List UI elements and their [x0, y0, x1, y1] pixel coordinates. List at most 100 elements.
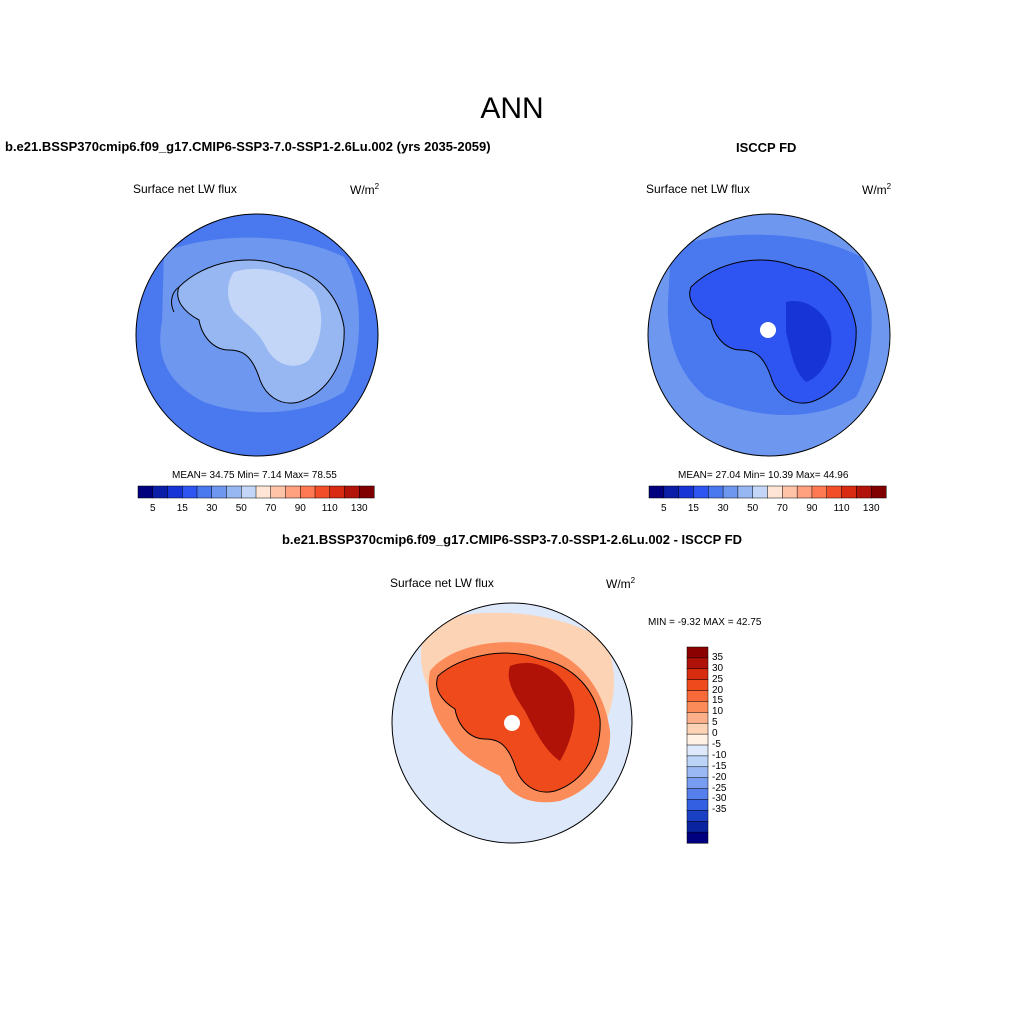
diff-colorbar-box — [686, 810, 709, 822]
obs-colorbar-tick-label: 110 — [833, 503, 850, 514]
obs-colorbar-box — [841, 485, 857, 499]
obs-colorbar-box — [752, 485, 769, 499]
diff-colorbar-box — [686, 679, 709, 692]
diff-variable-label: Surface net LW flux — [390, 576, 494, 590]
obs-units-label: W/m2 — [862, 182, 892, 197]
diff-coastline — [436, 652, 601, 793]
obs-colorbar-box — [767, 485, 783, 499]
obs-colorbar-box — [811, 485, 828, 499]
model-colorbar-box — [359, 485, 375, 499]
obs-stats: MEAN= 27.04 Min= 10.39 Max= 44.96 — [678, 470, 849, 481]
model-colorbar-box — [329, 485, 346, 499]
diff-colorbar-box — [686, 701, 709, 713]
model-colorbar-box — [211, 485, 228, 499]
obs-variable-label: Surface net LW flux — [646, 182, 750, 196]
diff-colorbar-box — [686, 799, 709, 811]
obs-colorbar-box — [870, 485, 887, 499]
diff-colorbar-tick-label: -5 — [712, 739, 721, 750]
model-colorbar — [137, 485, 375, 499]
diff-colorbar-tick-label: 35 — [712, 651, 724, 663]
model-colorbar-box — [344, 485, 360, 499]
obs-colorbar-box — [737, 485, 754, 499]
obs-colorbar-tick-label: 90 — [806, 503, 818, 514]
obs-colorbar-tick-label: 130 — [862, 503, 880, 514]
diff-colorbar-box — [686, 733, 709, 746]
diff-colorbar-tick-label: -25 — [712, 782, 727, 794]
diff-colorbar-box — [686, 722, 709, 735]
diff-colorbar-tick-label: 15 — [712, 695, 724, 707]
obs-colorbar-box — [722, 485, 739, 499]
model-units-label: W/m2 — [350, 182, 380, 197]
diff-colorbar-box — [686, 744, 709, 757]
obs-pole-mask — [760, 322, 776, 338]
diff-colorbar-tick-label: 25 — [712, 673, 724, 685]
model-variable-label: Surface net LW flux — [133, 182, 237, 196]
obs-colorbar-tick-label: 15 — [687, 503, 699, 514]
obs-colorbar-tick-label: 30 — [717, 503, 729, 514]
model-colorbar-tick-label: 30 — [206, 503, 218, 514]
obs-colorbar-box — [693, 485, 709, 499]
model-colorbar-tick-label: 70 — [265, 503, 277, 514]
model-colorbar-tick-label: 15 — [176, 503, 188, 514]
diff-colorbar-box — [686, 668, 709, 681]
diff-colorbar-box — [686, 712, 709, 724]
diff-colorbar-box — [686, 788, 709, 800]
diff-colorbar-box — [686, 657, 709, 670]
diff-colorbar-box — [686, 766, 709, 779]
obs-colorbar-box — [648, 485, 665, 499]
model-colorbar-tick-label: 90 — [294, 503, 306, 514]
diff-colorbar-box — [686, 831, 709, 844]
diff-colorbar-tick-label: 20 — [712, 684, 724, 696]
diff-colorbar — [686, 646, 709, 844]
model-map — [135, 213, 379, 457]
model-colorbar-box — [300, 485, 316, 499]
model-colorbar-tick-label: 50 — [235, 503, 247, 514]
model-colorbar-box — [152, 485, 169, 499]
diff-units-label: W/m2 — [606, 576, 636, 591]
diff-pole-mask — [504, 715, 520, 731]
model-colorbar-box — [241, 485, 257, 499]
diff-colorbar-tick-label: -20 — [712, 771, 727, 783]
model-colorbar-box — [285, 485, 301, 499]
model-plateau — [228, 268, 322, 366]
diff-colorbar-tick-label: 5 — [712, 717, 718, 729]
obs-colorbar-box — [826, 485, 843, 499]
diff-colorbar-tick-label: 30 — [712, 662, 724, 674]
obs-land-2 — [786, 301, 832, 382]
obs-map — [647, 213, 891, 457]
main-title: ANN — [480, 92, 544, 125]
model-colorbar-box — [226, 485, 242, 499]
obs-colorbar — [648, 485, 887, 499]
obs-colorbar-box — [663, 485, 680, 499]
diff-map — [391, 602, 633, 844]
diff-colorbar-box — [686, 777, 709, 790]
diff-colorbar-tick-label: -10 — [712, 749, 727, 761]
model-colorbar-box — [314, 485, 331, 499]
model-colorbar-box — [270, 485, 287, 499]
model-stats: MEAN= 34.75 Min= 7.14 Max= 78.55 — [172, 470, 337, 481]
model-colorbar-tick-label: 5 — [149, 503, 156, 514]
model-panel-title: b.e21.BSSP370cmip6.f09_g17.CMIP6-SSP3-7.… — [5, 139, 491, 154]
diff-colorbar-box — [686, 690, 709, 702]
diff-colorbar-tick-label: -30 — [712, 793, 727, 805]
obs-colorbar-tick-label: 70 — [776, 503, 788, 514]
model-colorbar-box — [137, 485, 154, 499]
diff-stats: MIN = -9.32 MAX = 42.75 — [648, 617, 762, 628]
obs-coastline — [689, 259, 857, 404]
obs-colorbar-tick-label: 50 — [747, 503, 759, 514]
diff-hotspot — [508, 662, 575, 761]
model-colorbar-box — [196, 485, 213, 499]
obs-colorbar-box — [678, 485, 694, 499]
diff-warm-band — [420, 612, 615, 731]
obs-colorbar-box — [796, 485, 813, 499]
model-coastline — [177, 259, 345, 404]
obs-colorbar-tick-label: 5 — [661, 503, 667, 514]
obs-panel-title: ISCCP FD — [736, 140, 797, 155]
model-colorbar-tick-label: 130 — [350, 503, 368, 514]
diff-colorbar-box — [686, 820, 709, 833]
diff-colorbar-tick-label: 10 — [712, 706, 724, 718]
model-colorbar-box — [255, 485, 272, 499]
diff-colorbar-tick-label: 0 — [712, 728, 718, 740]
obs-colorbar-box — [782, 485, 798, 499]
obs-colorbar-box — [856, 485, 872, 499]
